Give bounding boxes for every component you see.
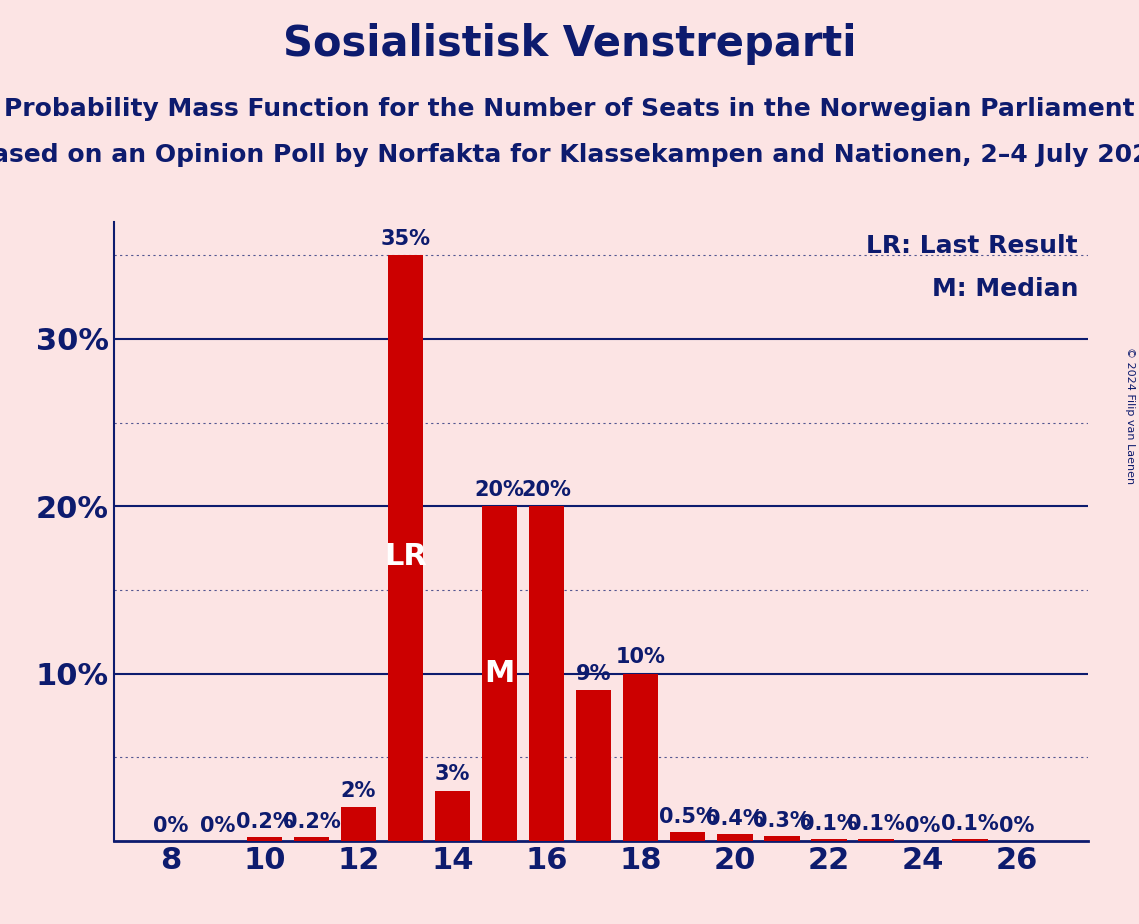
Bar — [718, 834, 753, 841]
Text: 0.3%: 0.3% — [753, 810, 811, 831]
Text: M: Median: M: Median — [932, 277, 1077, 301]
Bar — [859, 839, 894, 841]
Bar — [247, 837, 282, 841]
Bar — [482, 506, 517, 841]
Bar — [388, 255, 424, 841]
Bar — [294, 837, 329, 841]
Bar — [764, 836, 800, 841]
Text: 0.4%: 0.4% — [706, 809, 764, 829]
Bar — [623, 674, 658, 841]
Text: 20%: 20% — [475, 480, 525, 500]
Text: Sosialistisk Venstreparti: Sosialistisk Venstreparti — [282, 23, 857, 65]
Bar — [952, 839, 988, 841]
Text: 0.2%: 0.2% — [236, 812, 294, 833]
Text: Probability Mass Function for the Number of Seats in the Norwegian Parliament: Probability Mass Function for the Number… — [5, 97, 1134, 121]
Bar — [670, 833, 705, 841]
Text: 0%: 0% — [199, 816, 235, 836]
Text: 0.5%: 0.5% — [659, 808, 716, 828]
Text: 0.1%: 0.1% — [941, 814, 999, 834]
Bar — [435, 791, 470, 841]
Text: 0%: 0% — [906, 816, 941, 836]
Bar — [811, 839, 846, 841]
Text: 0%: 0% — [153, 816, 188, 836]
Bar — [576, 690, 612, 841]
Bar — [341, 808, 376, 841]
Text: 3%: 3% — [435, 764, 470, 784]
Text: 0.2%: 0.2% — [282, 812, 341, 833]
Text: 0%: 0% — [1000, 816, 1035, 836]
Bar — [530, 506, 564, 841]
Text: © 2024 Filip van Laenen: © 2024 Filip van Laenen — [1125, 347, 1134, 484]
Text: 2%: 2% — [341, 781, 376, 801]
Text: M: M — [484, 659, 515, 688]
Text: LR: LR — [384, 541, 427, 571]
Text: 9%: 9% — [576, 663, 612, 684]
Text: 20%: 20% — [522, 480, 572, 500]
Text: 35%: 35% — [380, 228, 431, 249]
Text: 0.1%: 0.1% — [847, 814, 904, 834]
Text: 0.1%: 0.1% — [800, 814, 858, 834]
Text: 10%: 10% — [616, 647, 666, 667]
Text: LR: Last Result: LR: Last Result — [867, 234, 1077, 258]
Text: Based on an Opinion Poll by Norfakta for Klassekampen and Nationen, 2–4 July 202: Based on an Opinion Poll by Norfakta for… — [0, 143, 1139, 167]
